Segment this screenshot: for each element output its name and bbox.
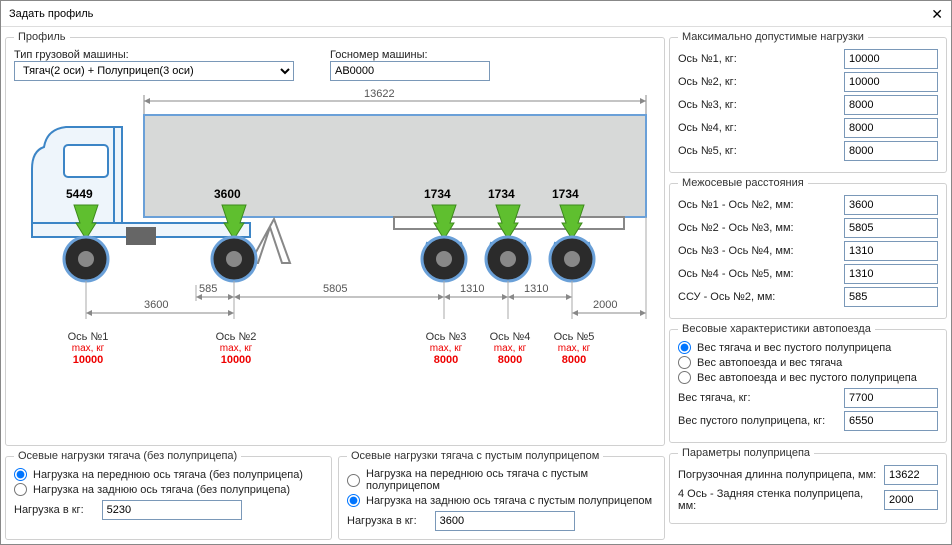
window-title: Задать профиль bbox=[9, 1, 93, 27]
ant-load-lbl: Нагрузка в кг: bbox=[14, 504, 84, 516]
interaxle-label-1: Ось №2 - Ось №3, мм: bbox=[678, 222, 794, 234]
force-label-2: 1734 bbox=[424, 187, 451, 201]
axle-label-2: Ось №3max, кг8000 bbox=[418, 331, 474, 366]
interaxle-input-0[interactable] bbox=[844, 195, 938, 215]
interaxle-label-4: ССУ - Ось №2, мм: bbox=[678, 291, 775, 303]
max-loads-group: Максимально допустимые нагрузки Ось №1, … bbox=[669, 31, 947, 173]
interaxle-legend: Межосевые расстояния bbox=[678, 177, 808, 189]
ant-r1: Нагрузка на переднюю ось тягача (без пол… bbox=[33, 469, 303, 481]
interaxle-input-1[interactable] bbox=[844, 218, 938, 238]
axle-label-3: Ось №4max, кг8000 bbox=[482, 331, 538, 366]
truck-type-label: Тип грузовой машины: bbox=[14, 49, 129, 61]
w-radio-2[interactable] bbox=[678, 356, 691, 369]
max-load-input-3[interactable] bbox=[844, 118, 938, 138]
aet-r2: Нагрузка на заднюю ось тягача с пустым п… bbox=[366, 495, 652, 507]
dim-label-3: 1310 bbox=[460, 283, 484, 295]
profile-group: Профиль Тип грузовой машины: Тягач(2 оси… bbox=[5, 31, 665, 446]
axle-label-1: Ось №2max, кг10000 bbox=[208, 331, 264, 366]
interaxle-label-2: Ось №3 - Ось №4, мм: bbox=[678, 245, 794, 257]
max-load-input-4[interactable] bbox=[844, 141, 938, 161]
truck-diagram: 13622 5449 3600 1734 1734 1734 3600 585 5805 1310… bbox=[14, 87, 656, 387]
axle-label-4: Ось №5max, кг8000 bbox=[546, 331, 602, 366]
weights-group: Весовые характеристики автопоезда Вес тя… bbox=[669, 323, 947, 443]
interaxle-input-2[interactable] bbox=[844, 241, 938, 261]
axle-label-0: Ось №1max, кг10000 bbox=[60, 331, 116, 366]
ant-radio-front[interactable] bbox=[14, 468, 27, 481]
force-label-4: 1734 bbox=[552, 187, 579, 201]
interaxle-input-3[interactable] bbox=[844, 264, 938, 284]
max-load-input-2[interactable] bbox=[844, 95, 938, 115]
aet-r1: Нагрузка на переднюю ось тягача с пустым… bbox=[366, 468, 656, 492]
params-legend: Параметры полуприцепа bbox=[678, 447, 814, 459]
w-r3: Вес автопоезда и вес пустого полуприцепа bbox=[697, 372, 917, 384]
ant-radio-rear[interactable] bbox=[14, 483, 27, 496]
max-load-label-2: Ось №3, кг: bbox=[678, 99, 737, 111]
interaxle-group: Межосевые расстояния Ось №1 - Ось №2, мм… bbox=[669, 177, 947, 319]
w-radio-1[interactable] bbox=[678, 341, 691, 354]
aet-radio-rear[interactable] bbox=[347, 494, 360, 507]
profile-legend: Профиль bbox=[14, 31, 70, 43]
max-load-label-0: Ось №1, кг: bbox=[678, 53, 737, 65]
plate-label: Госномер машины: bbox=[330, 49, 428, 61]
aet-legend: Осевые нагрузки тягача с пустым полуприц… bbox=[347, 450, 603, 462]
aet-radio-front[interactable] bbox=[347, 474, 360, 487]
max-load-input-1[interactable] bbox=[844, 72, 938, 92]
p-rear-input[interactable] bbox=[884, 490, 938, 510]
params-group: Параметры полуприцепа Погрузочная длинна… bbox=[669, 447, 947, 524]
p-len-input[interactable] bbox=[884, 465, 938, 485]
interaxle-input-4[interactable] bbox=[844, 287, 938, 307]
ant-legend: Осевые нагрузки тягача (без полуприцепа) bbox=[14, 450, 241, 462]
force-label-0: 5449 bbox=[66, 187, 93, 201]
axle-no-trailer-group: Осевые нагрузки тягача (без полуприцепа)… bbox=[5, 450, 332, 540]
w-tractor-l: Вес тягача, кг: bbox=[678, 392, 751, 404]
aet-load-lbl: Нагрузка в кг: bbox=[347, 515, 417, 527]
p-rear-l: 4 Ось - Задняя стенка полуприцепа, мм: bbox=[678, 488, 878, 512]
w-r2: Вес автопоезда и вес тягача bbox=[697, 357, 842, 369]
aet-load-input[interactable] bbox=[435, 511, 575, 531]
dim-label-1: 585 bbox=[199, 283, 217, 295]
max-loads-legend: Максимально допустимые нагрузки bbox=[678, 31, 868, 43]
w-tractor-input[interactable] bbox=[844, 388, 938, 408]
w-r1: Вес тягача и вес пустого полуприцепа bbox=[697, 342, 891, 354]
dim-label-5: 2000 bbox=[593, 299, 617, 311]
interaxle-label-0: Ось №1 - Ось №2, мм: bbox=[678, 199, 794, 211]
w-trailer-input[interactable] bbox=[844, 411, 938, 431]
w-trailer-l: Вес пустого полуприцепа, кг: bbox=[678, 415, 825, 427]
force-label-3: 1734 bbox=[488, 187, 515, 201]
max-load-input-0[interactable] bbox=[844, 49, 938, 69]
w-radio-3[interactable] bbox=[678, 371, 691, 384]
dim-label-2: 5805 bbox=[323, 283, 347, 295]
force-label-1: 3600 bbox=[214, 187, 241, 201]
ant-r2: Нагрузка на заднюю ось тягача (без полуп… bbox=[33, 484, 290, 496]
p-len-l: Погрузочная длинна полуприцепа, мм: bbox=[678, 469, 878, 481]
weights-legend: Весовые характеристики автопоезда bbox=[678, 323, 875, 335]
axle-empty-trailer-group: Осевые нагрузки тягача с пустым полуприц… bbox=[338, 450, 665, 540]
ant-load-input[interactable] bbox=[102, 500, 242, 520]
plate-input[interactable] bbox=[330, 61, 490, 81]
max-load-label-1: Ось №2, кг: bbox=[678, 76, 737, 88]
close-icon[interactable]: ✕ bbox=[931, 1, 943, 27]
max-load-label-3: Ось №4, кг: bbox=[678, 122, 737, 134]
dim-label-0: 3600 bbox=[144, 299, 168, 311]
interaxle-label-3: Ось №4 - Ось №5, мм: bbox=[678, 268, 794, 280]
max-load-label-4: Ось №5, кг: bbox=[678, 145, 737, 157]
dim-label-4: 1310 bbox=[524, 283, 548, 295]
dim-top: 13622 bbox=[364, 88, 395, 100]
truck-type-select[interactable]: Тягач(2 оси) + Полуприцеп(3 оси) bbox=[14, 61, 294, 81]
